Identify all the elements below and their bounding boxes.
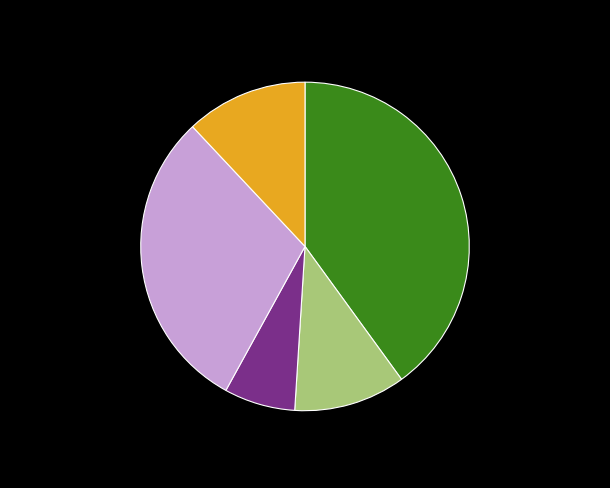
Wedge shape (295, 246, 401, 411)
Wedge shape (305, 82, 469, 379)
Wedge shape (226, 246, 305, 410)
Wedge shape (193, 82, 305, 246)
Wedge shape (141, 127, 305, 390)
